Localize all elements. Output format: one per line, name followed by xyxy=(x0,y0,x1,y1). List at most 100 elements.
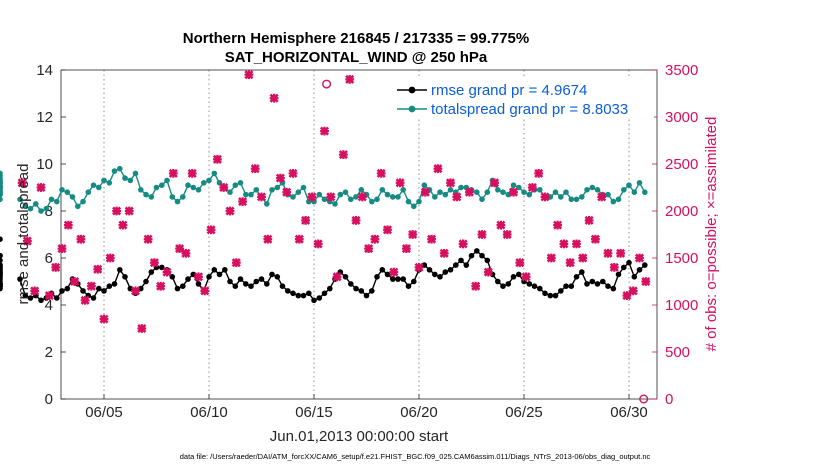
obs-assimilated-marker xyxy=(364,244,374,254)
series-1-point xyxy=(484,189,491,195)
series-0-point xyxy=(479,252,485,259)
series-1-point xyxy=(500,189,506,195)
series-1-point xyxy=(479,196,485,203)
obs-assimilated-marker xyxy=(22,236,32,246)
series-0-point xyxy=(348,281,354,287)
obs-assimilated-marker xyxy=(168,168,178,178)
obs-assimilated-marker xyxy=(496,220,506,230)
obs-assimilated-marker xyxy=(301,215,311,225)
series-layer xyxy=(0,165,648,304)
series-0-point xyxy=(258,276,265,282)
obs-assimilated-marker xyxy=(162,267,172,277)
series-1-point xyxy=(510,182,517,188)
obs-assimilated-marker xyxy=(414,262,424,272)
obs-assimilated-marker xyxy=(36,182,46,193)
obs-assimilated-marker xyxy=(508,187,519,197)
series-1-point xyxy=(589,184,596,191)
series-1-point xyxy=(90,182,97,188)
legend-label-rmse: rmse grand pr = 4.9674 xyxy=(431,82,587,99)
series-1-point xyxy=(563,189,569,195)
series-0-point xyxy=(379,267,386,273)
series-1-point xyxy=(300,184,307,191)
series-0-point xyxy=(148,269,155,275)
obs-assimilated-marker xyxy=(250,164,260,174)
series-0-point xyxy=(531,283,538,290)
obs-assimilated-marker xyxy=(326,192,336,202)
series-0-point xyxy=(80,288,86,294)
series-1-point xyxy=(59,187,65,193)
obs-assimilated-marker xyxy=(571,239,582,249)
series-1-point xyxy=(164,177,170,184)
series-0-point xyxy=(621,264,627,271)
obs-assimilated-marker xyxy=(477,229,487,240)
series-0-point xyxy=(594,281,601,287)
series-1-point xyxy=(521,189,527,195)
series-1-point xyxy=(69,194,76,200)
series-1-point xyxy=(295,189,302,195)
series-0-point xyxy=(122,274,128,280)
series-1-point xyxy=(474,189,480,195)
obs-assimilated-marker xyxy=(597,192,607,202)
series-0-point xyxy=(327,285,333,292)
series-1-point xyxy=(348,196,354,203)
series-0-point xyxy=(573,274,580,280)
series-0-point xyxy=(274,274,281,280)
series-0-point xyxy=(636,267,643,273)
series-0-point xyxy=(484,257,491,264)
series-0-point xyxy=(432,271,438,278)
x-axis-ticks: 06/05 06/10 06/15 06/20 06/25 06/30 xyxy=(85,394,648,421)
series-0-point xyxy=(552,292,559,299)
series-0-point xyxy=(0,264,3,271)
series-0-point xyxy=(290,290,296,297)
series-0-point xyxy=(0,269,3,275)
series-0-point xyxy=(547,292,554,299)
series-0-point xyxy=(321,290,328,297)
y-axis-label: rmse and totalspread xyxy=(15,164,32,305)
series-1-point xyxy=(526,191,533,198)
series-0-point xyxy=(589,278,596,285)
series-1-point xyxy=(64,189,71,195)
series-1-point xyxy=(111,168,118,174)
series-1-point xyxy=(405,198,412,205)
left-axis-ticks: 0 2 4 6 8 10 12 14 xyxy=(36,62,66,408)
series-0-point xyxy=(400,276,407,282)
series-1-point xyxy=(174,198,181,205)
series-0-point xyxy=(232,283,239,290)
obs-assimilated-marker xyxy=(578,253,588,263)
series-1-point xyxy=(253,187,260,193)
obs-assimilated-marker xyxy=(401,244,411,254)
x-axis-label: Jun.01,2013 00:00:00 start xyxy=(270,428,449,445)
series-1-point xyxy=(631,189,638,195)
series-1-point xyxy=(442,191,449,198)
footnote: data file: /Users/raeder/DAI/ATM_forcXX/… xyxy=(180,452,651,461)
obs-assimilated-marker xyxy=(433,164,443,174)
series-1-point xyxy=(180,194,186,200)
series-1-point xyxy=(106,180,113,186)
series-0-point xyxy=(96,285,102,292)
series-1-point xyxy=(190,184,197,191)
series-0-point xyxy=(474,248,480,254)
series-0-point xyxy=(610,285,617,292)
series-0-point xyxy=(558,288,564,294)
plot-area xyxy=(60,69,658,400)
obs-assimilated-marker xyxy=(93,264,103,274)
series-1-point xyxy=(516,184,522,191)
series-0-point xyxy=(353,285,359,292)
series-1-point xyxy=(159,182,165,188)
series-0-point xyxy=(0,236,3,242)
series-1-point xyxy=(642,189,648,195)
series-1-point xyxy=(353,194,359,200)
series-1-point xyxy=(605,191,611,198)
series-0-point xyxy=(411,278,417,285)
obs-assimilated-marker xyxy=(357,192,367,202)
series-0-point xyxy=(395,276,401,282)
series-0-point xyxy=(426,267,433,273)
series-0-point xyxy=(295,292,302,299)
series-1-point xyxy=(43,205,50,212)
obs-assimilated-marker xyxy=(200,286,210,296)
series-0-point xyxy=(468,252,475,259)
series-1-point xyxy=(185,182,191,188)
series-1-point xyxy=(626,182,632,188)
series-1-point xyxy=(54,198,60,205)
series-1-point xyxy=(384,191,391,198)
